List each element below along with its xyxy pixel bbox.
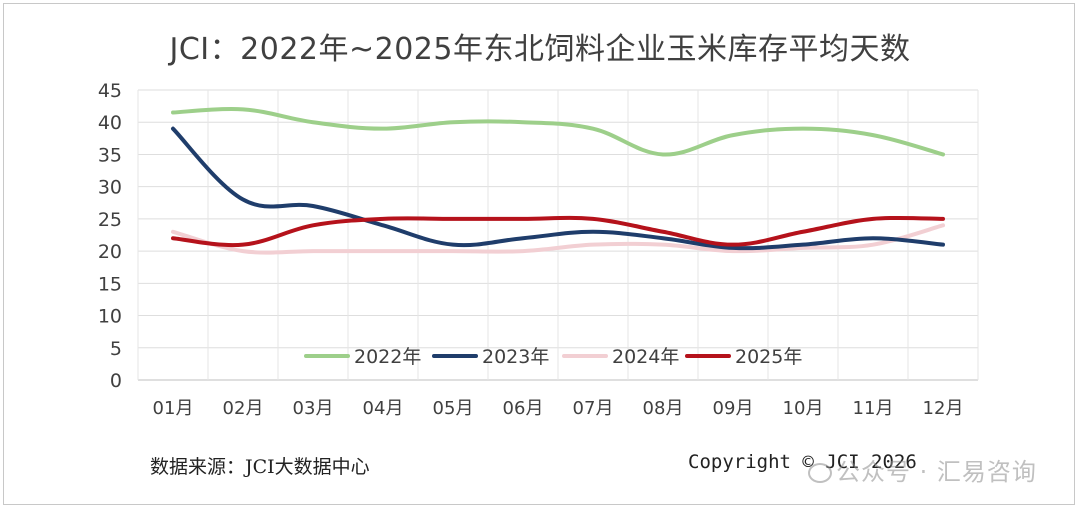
y-tick-label: 15 — [98, 273, 122, 295]
x-tick-label: 11月 — [853, 398, 894, 419]
y-tick-label: 25 — [98, 209, 122, 231]
x-tick-label: 10月 — [783, 398, 824, 419]
copyright-note: Copyright © JCI 2026 — [688, 451, 917, 473]
y-tick-label: 45 — [98, 80, 122, 102]
x-tick-label: 09月 — [713, 398, 754, 419]
y-tick-label: 5 — [110, 338, 122, 360]
x-tick-label: 06月 — [503, 398, 544, 419]
x-tick-label: 01月 — [153, 398, 194, 419]
legend-label: 2022年 — [354, 346, 421, 368]
x-tick-label: 12月 — [923, 398, 964, 419]
x-tick-label: 07月 — [573, 398, 614, 419]
x-tick-label: 05月 — [433, 398, 474, 419]
legend-label: 2023年 — [482, 346, 549, 368]
chart-title: JCI：2022年~2025年东北饲料企业玉米库存平均天数 — [169, 32, 911, 67]
y-tick-label: 40 — [98, 112, 122, 134]
data-source-note: 数据来源：JCI大数据中心 — [150, 456, 370, 478]
legend-label: 2025年 — [735, 346, 802, 368]
x-tick-label: 08月 — [643, 398, 684, 419]
x-tick-label: 02月 — [223, 398, 264, 419]
x-tick-label: 03月 — [293, 398, 334, 419]
legend-label: 2024年 — [612, 346, 679, 368]
x-tick-label: 04月 — [363, 398, 404, 419]
wechat-watermark: 公众号 · 汇易咨询 — [808, 452, 1037, 487]
y-tick-label: 35 — [98, 144, 122, 166]
chart-frame — [3, 3, 1075, 505]
y-tick-label: 10 — [98, 306, 122, 328]
series-line-2023 — [171, 126, 945, 251]
series-line-2025 — [171, 215, 945, 248]
y-tick-label: 30 — [98, 177, 122, 199]
wechat-label: 公众号 · 汇易咨询 — [836, 458, 1037, 486]
wechat-icon — [808, 463, 832, 483]
series-line-2022 — [171, 106, 945, 157]
y-tick-label: 20 — [98, 241, 122, 263]
y-tick-label: 0 — [110, 370, 122, 392]
series-line-2024 — [171, 223, 945, 255]
